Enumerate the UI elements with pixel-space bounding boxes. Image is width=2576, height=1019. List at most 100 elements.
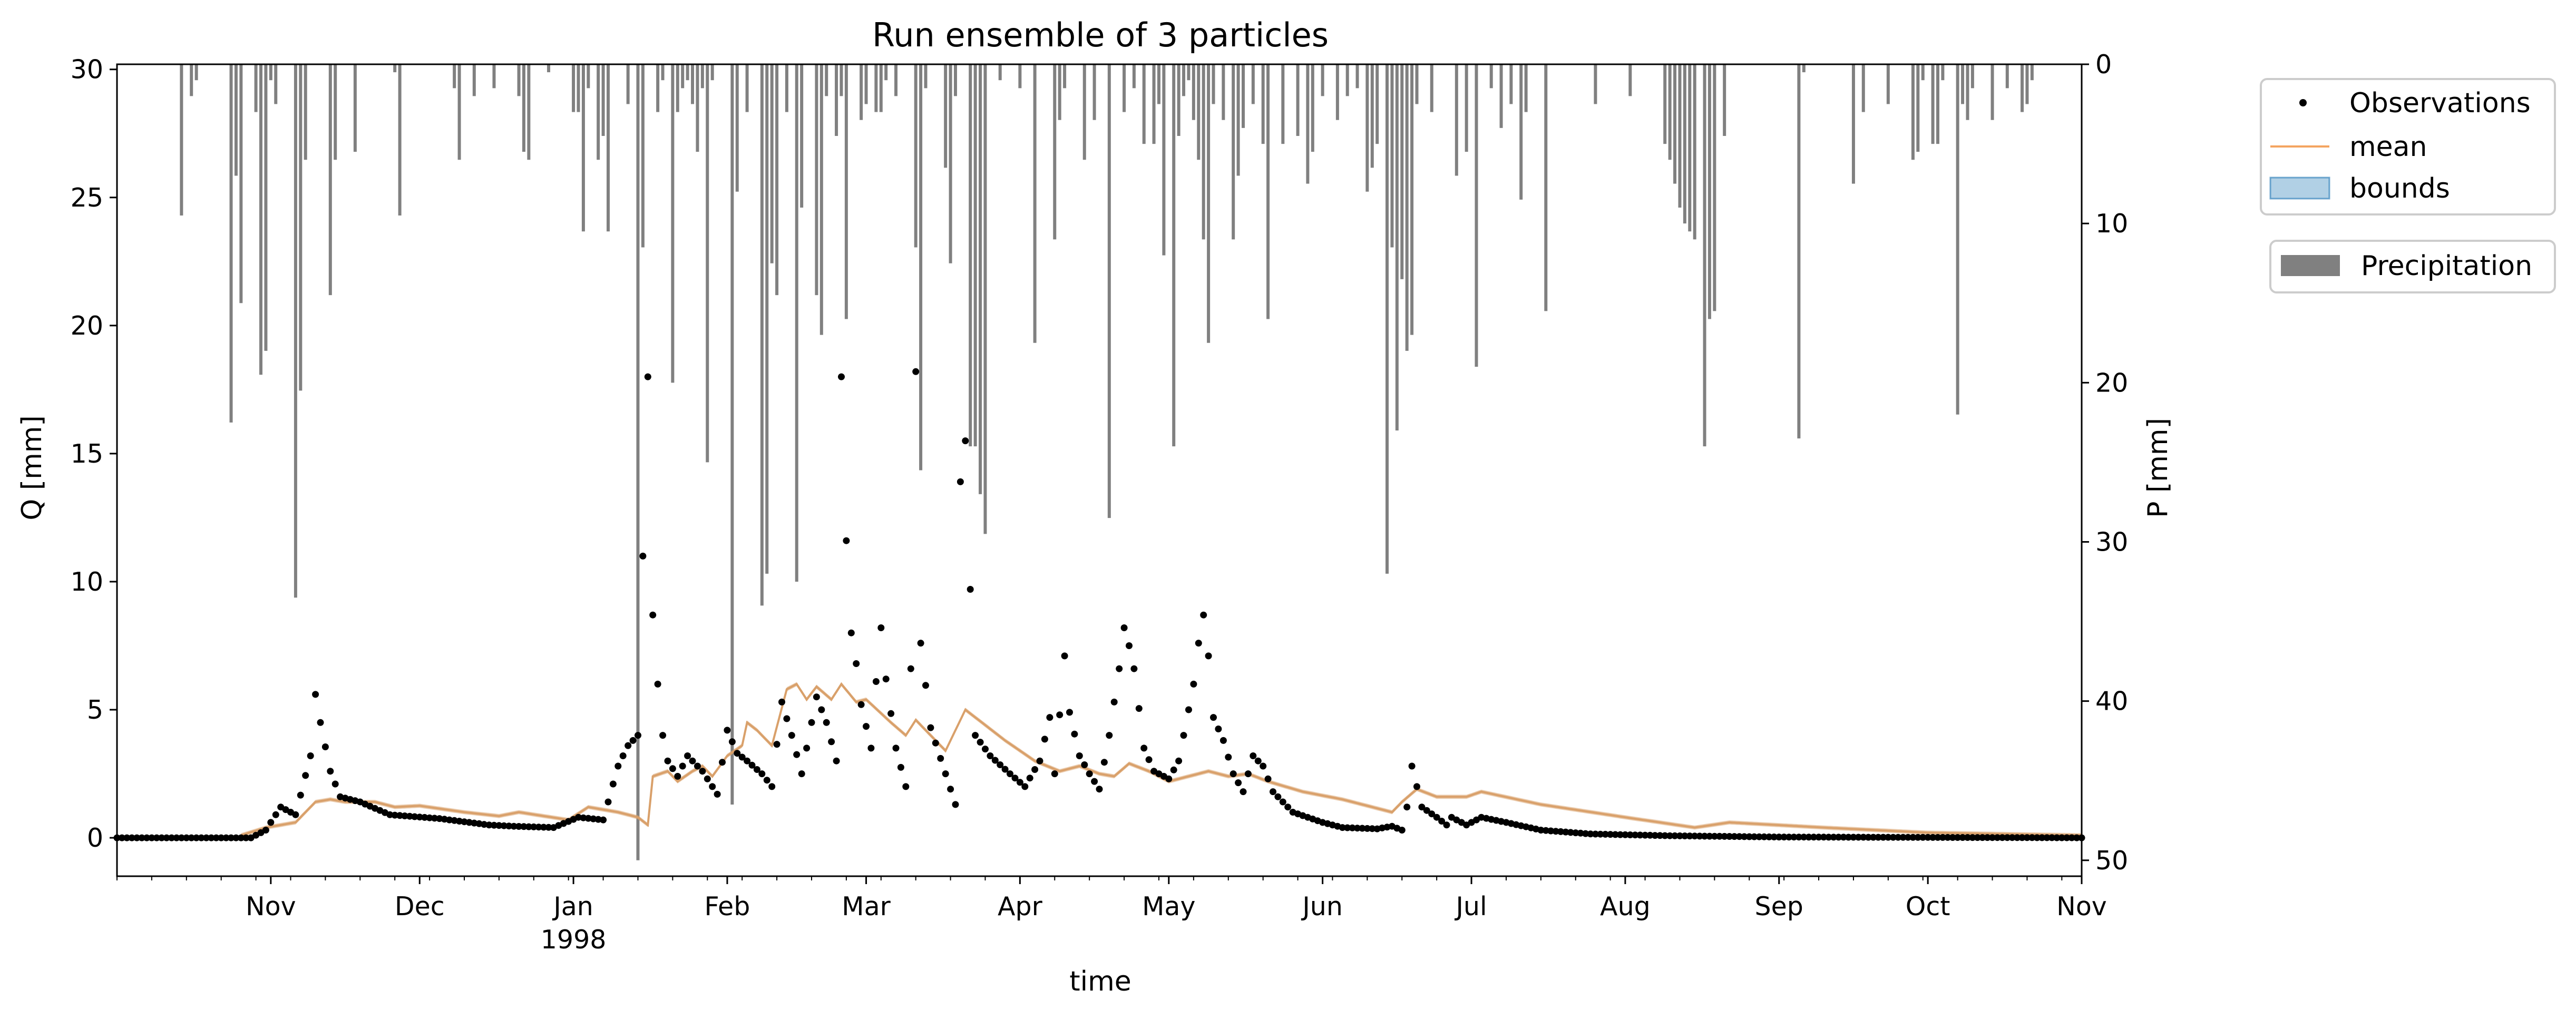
observation-point — [1011, 775, 1019, 782]
observation-point — [1403, 804, 1411, 811]
observation-point — [158, 834, 165, 841]
observation-point — [694, 762, 701, 770]
observation-point — [1656, 832, 1664, 839]
y2-tick-label: 30 — [2095, 527, 2128, 557]
observation-point — [699, 768, 706, 775]
observation-point — [222, 834, 230, 841]
observation-point — [1096, 786, 1103, 793]
observation-point — [2038, 834, 2046, 841]
observation-point — [1632, 831, 1639, 839]
observation-point — [481, 821, 488, 828]
observation-point — [1547, 827, 1555, 835]
x-tick-label: May — [1142, 891, 1195, 922]
observation-point — [1120, 624, 1128, 631]
observation-point — [1626, 831, 1634, 838]
observation-point — [1780, 834, 1788, 841]
observation-point — [1994, 834, 2001, 841]
observation-point — [1934, 834, 1941, 841]
observation-point — [1086, 770, 1093, 778]
observation-point — [1984, 834, 1991, 841]
x-tick-label: Aug — [1600, 891, 1651, 922]
observation-point — [734, 750, 741, 757]
observation-point — [1830, 834, 1837, 841]
observation-point — [178, 834, 185, 841]
observation-point — [411, 813, 418, 820]
observation-point — [872, 678, 880, 685]
y-tick-label: 5 — [87, 695, 103, 725]
observation-point — [614, 762, 622, 770]
observation-point — [674, 772, 681, 780]
observation-point — [967, 586, 974, 593]
x-tick-sublabel: 1998 — [541, 925, 607, 955]
y2-tick-label: 50 — [2095, 846, 2128, 876]
observation-point — [1855, 834, 1862, 841]
observation-point — [212, 834, 220, 841]
observation-point — [1969, 834, 1976, 841]
observation-point — [2053, 834, 2061, 841]
observation-point — [1850, 834, 1857, 841]
observation-point — [312, 691, 319, 698]
observation-point — [1061, 652, 1068, 660]
observation-point — [485, 821, 493, 829]
observation-point — [1805, 834, 1812, 841]
observation-point — [2058, 834, 2065, 841]
observation-point — [768, 783, 776, 790]
observation-point — [530, 823, 538, 830]
observation-point — [778, 698, 785, 706]
x-tick-label: Jul — [1454, 891, 1487, 922]
observation-point — [143, 834, 150, 841]
observation-point — [1706, 832, 1713, 840]
observation-point — [2073, 834, 2081, 841]
observation-point — [847, 629, 855, 636]
observation-point — [1989, 834, 1996, 841]
observation-point — [1587, 830, 1594, 838]
x-tick-label: Oct — [1906, 891, 1950, 922]
observation-point — [843, 537, 850, 544]
observation-point — [1785, 834, 1793, 841]
observation-point — [218, 834, 225, 841]
observation-point — [237, 834, 245, 841]
observation-point — [644, 373, 651, 380]
observation-point — [1617, 831, 1624, 838]
observation-point — [307, 752, 314, 759]
observation-point — [520, 823, 528, 830]
observation-point — [863, 723, 870, 730]
observation-point — [2063, 834, 2071, 841]
observation-point — [1636, 831, 1644, 839]
observation-point — [1126, 642, 1133, 649]
observation-point — [2068, 834, 2075, 841]
observation-point — [1741, 833, 1748, 840]
observation-point — [297, 791, 304, 799]
observation-point — [292, 811, 299, 818]
observation-point — [431, 815, 438, 822]
observation-point — [803, 744, 811, 752]
observation-point — [744, 757, 751, 765]
observation-point — [639, 552, 647, 560]
observation-point — [242, 834, 250, 841]
chart-title: Run ensemble of 3 particles — [872, 16, 1329, 54]
observation-point — [1130, 665, 1138, 672]
observation-point — [714, 790, 721, 798]
observation-point — [625, 742, 632, 749]
observation-point — [1349, 824, 1356, 831]
observation-points — [113, 368, 2085, 841]
x-tick-label: Sep — [1755, 891, 1803, 922]
observation-point — [1036, 757, 1043, 765]
observation-point — [2043, 834, 2051, 841]
observation-point — [208, 834, 215, 841]
observation-point — [833, 757, 840, 765]
observation-point — [1423, 807, 1430, 814]
observation-point — [635, 732, 641, 739]
observation-point — [1031, 766, 1039, 773]
observation-point — [188, 834, 195, 841]
observation-point — [1939, 834, 1946, 841]
observation-point — [758, 770, 766, 778]
observation-point — [1116, 665, 1123, 672]
observation-point — [1264, 775, 1272, 782]
observation-point — [1180, 732, 1187, 739]
observation-point — [763, 777, 770, 784]
y-axis-label: Q [mm] — [16, 415, 48, 520]
observation-point — [1200, 611, 1207, 619]
observation-point — [391, 811, 398, 819]
